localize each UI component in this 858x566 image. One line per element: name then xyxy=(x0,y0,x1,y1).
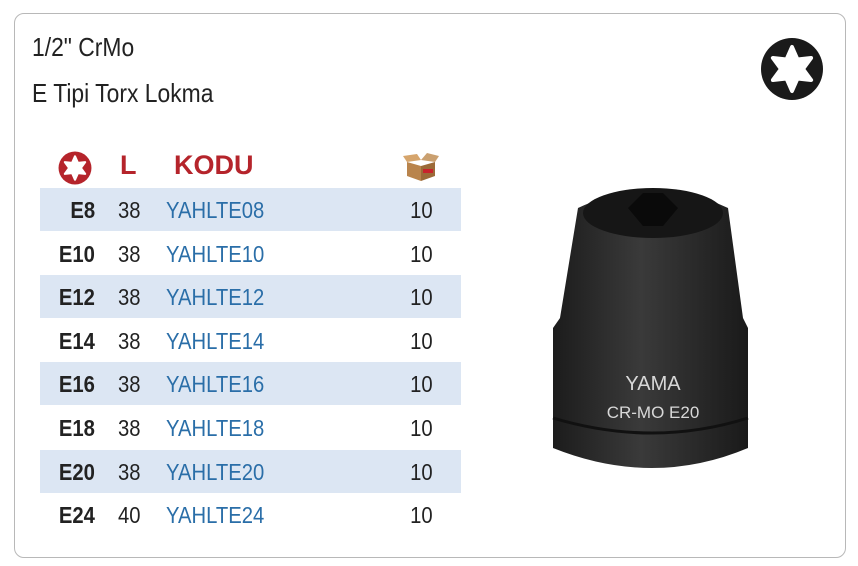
code-cell: YAHLTE24 xyxy=(166,502,265,529)
length-cell: 38 xyxy=(118,371,141,398)
qty-cell: 10 xyxy=(410,415,433,441)
length-cell: 38 xyxy=(118,240,141,267)
size-cell: E16 xyxy=(58,371,95,398)
length-cell: 38 xyxy=(118,458,141,485)
code-cell: YAHLTE08 xyxy=(166,197,265,223)
qty-cell: 10 xyxy=(410,197,433,223)
code-cell: YAHLTE20 xyxy=(166,458,265,485)
code-cell: YAHLTE14 xyxy=(166,327,265,354)
length-cell: 38 xyxy=(118,284,141,311)
qty-cell: 10 xyxy=(410,371,433,398)
table-row: E12 38 YAHLTE12 10 xyxy=(40,275,461,319)
length-cell: 40 xyxy=(118,502,141,529)
qty-cell: 10 xyxy=(410,502,433,529)
size-marking: CR-MO E20 xyxy=(607,403,700,422)
qty-cell: 10 xyxy=(410,458,433,485)
title-line2: E Tipi Torx Lokma xyxy=(32,78,214,108)
product-image-socket: YAMA CR-MO E20 xyxy=(552,188,749,468)
size-cell: E18 xyxy=(58,415,95,441)
table-row: E18 38 YAHLTE18 10 xyxy=(40,406,461,449)
table-row: E16 38 YAHLTE16 10 xyxy=(40,362,461,406)
qty-cell: 10 xyxy=(410,284,433,311)
code-cell: YAHLTE10 xyxy=(166,240,265,267)
brand-marking: YAMA xyxy=(625,373,681,395)
size-cell: E8 xyxy=(70,197,95,223)
length-cell: 38 xyxy=(118,197,141,223)
torx-icon xyxy=(761,38,823,100)
size-cell: E14 xyxy=(58,327,95,354)
code-cell: YAHLTE16 xyxy=(166,371,265,398)
size-cell: E10 xyxy=(58,240,95,267)
length-cell: 38 xyxy=(118,327,141,354)
size-cell: E12 xyxy=(58,284,95,311)
qty-cell: 10 xyxy=(410,240,433,267)
table-row: E10 38 YAHLTE10 10 xyxy=(40,232,461,275)
code-cell: YAHLTE12 xyxy=(166,284,265,311)
table-row: E14 38 YAHLTE14 10 xyxy=(40,319,461,362)
torx-icon xyxy=(58,151,92,185)
size-cell: E24 xyxy=(58,502,95,529)
table-row: E24 40 YAHLTE24 10 xyxy=(40,493,461,536)
qty-cell: 10 xyxy=(410,327,433,354)
box-icon xyxy=(403,153,439,181)
header-length: L xyxy=(120,150,137,180)
header-code: KODU xyxy=(174,150,254,180)
table-row: E20 38 YAHLTE20 10 xyxy=(40,449,461,493)
size-cell: E20 xyxy=(58,458,95,485)
table-row: E8 38 YAHLTE08 10 xyxy=(40,188,461,231)
code-cell: YAHLTE18 xyxy=(166,415,265,441)
title-line1: 1/2" CrMo xyxy=(32,32,135,62)
length-cell: 38 xyxy=(118,415,141,441)
